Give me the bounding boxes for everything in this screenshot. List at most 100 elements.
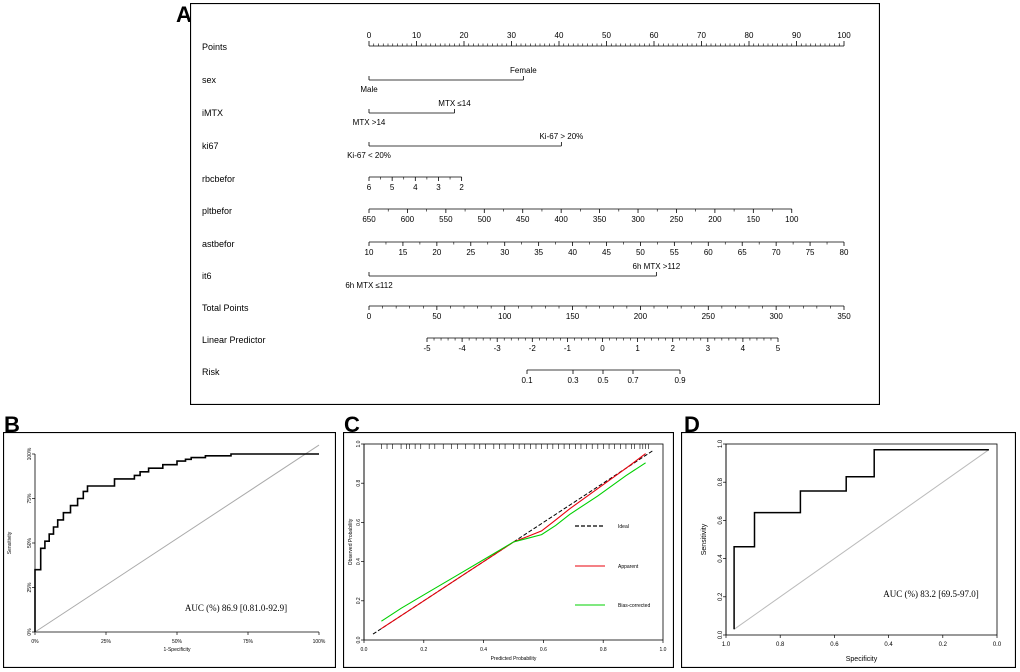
- c-series-apparent: [381, 453, 646, 630]
- linear-predictor-tick-label-7: 2: [670, 344, 675, 353]
- c-x-label: Predicted Probability: [491, 656, 537, 662]
- rbc-tick-label-1: 5: [390, 183, 395, 192]
- risk-tick-label-1: 0.3: [567, 376, 579, 385]
- nomogram-cont-tick-label-5-8: 250: [670, 215, 684, 224]
- linear-predictor-tick-label-8: 3: [706, 344, 711, 353]
- nomogram-cont-tick-label-6-14: 80: [840, 248, 849, 257]
- b-reference-line: [34, 444, 320, 633]
- b-y-label: Sensitivity: [7, 531, 13, 554]
- nomogram-cont-tick-label-6-0: 10: [365, 248, 374, 257]
- nomogram-cont-tick-label-5-7: 300: [631, 215, 645, 224]
- c-y-tick-label-5: 1.0: [356, 440, 362, 447]
- b-x-tick-label-2: 50%: [172, 639, 183, 645]
- b-x-tick-label-4: 100%: [313, 639, 326, 645]
- nomogram-cont-tick-label-6-2: 20: [432, 248, 441, 257]
- b-auc-annotation: AUC (%) 86.9 [0.81.0-92.9]: [185, 603, 287, 613]
- nomogram-label-1: sex: [202, 75, 217, 85]
- panel-c-letter: C: [344, 412, 360, 437]
- c-legend-label-1: Apparent: [618, 564, 639, 570]
- total-points-tick-label-4: 200: [634, 312, 648, 321]
- c-x-tick-label-3: 0.6: [540, 647, 547, 653]
- panel-a-letter: A: [176, 2, 192, 27]
- nomogram-cont-tick-label-6-12: 70: [772, 248, 781, 257]
- nomogram-cont-tick-label-6-5: 35: [534, 248, 543, 257]
- nomogram-chart: Points sex iMTX ki67 rbcbefor pltbefor astbefo…: [190, 3, 880, 405]
- total-points-tick-label-1: 50: [432, 312, 441, 321]
- linear-predictor-tick-label-0: -5: [423, 344, 431, 353]
- d-y-tick-label-4: 0.8: [718, 477, 724, 486]
- calibration-chart-c: 0.0 0.2 0.4 0.6 0.8 1.0 0.0 0.2 0.4 0.6 0.8 1.0 Pred…: [343, 432, 674, 668]
- points-tick-label-2: 20: [460, 31, 469, 40]
- linear-predictor-tick-label-1: -4: [459, 344, 467, 353]
- d-x-tick-label-4: 0.2: [939, 642, 948, 648]
- nomogram-cont-tick-label-5-5: 400: [554, 215, 568, 224]
- d-x-tick-label-2: 0.6: [830, 642, 839, 648]
- rbc-tick-label-0: 6: [367, 183, 372, 192]
- c-y-tick-label-1: 0.2: [356, 597, 362, 604]
- nomogram-option-low-7: 6h MTX ≤112: [345, 281, 393, 290]
- nomogram-cont-tick-label-5-9: 200: [708, 215, 722, 224]
- b-x-tick-label-0: 0%: [31, 639, 39, 645]
- rbc-tick-label-3: 3: [436, 183, 441, 192]
- d-y-tick-label-0: 0.0: [718, 630, 724, 639]
- c-y-tick-label-2: 0.4: [356, 558, 362, 565]
- nomogram-label-5: pltbefor: [202, 206, 232, 216]
- b-x-tick-label-3: 75%: [243, 639, 254, 645]
- panel-b-letter: B: [4, 412, 20, 437]
- d-x-tick-label-0: 1.0: [722, 642, 731, 648]
- d-roc-curve: [733, 448, 989, 630]
- nomogram-option-low-1: Male: [360, 85, 378, 94]
- d-y-tick-label-1: 0.2: [718, 592, 724, 601]
- points-tick-label-1: 10: [412, 31, 421, 40]
- risk-tick-label-4: 0.9: [674, 376, 686, 385]
- nomogram-cont-tick-label-5-2: 550: [439, 215, 453, 224]
- c-y-tick-label-4: 0.8: [356, 480, 362, 487]
- d-y-tick-label-5: 1.0: [718, 439, 724, 448]
- nomogram-option-low-3: Ki-67 < 20%: [347, 151, 391, 160]
- total-points-tick-label-0: 0: [367, 312, 372, 321]
- total-points-tick-label-6: 300: [769, 312, 783, 321]
- nomogram-label-4: rbcbefor: [202, 174, 235, 184]
- nomogram-cont-tick-label-5-6: 350: [593, 215, 607, 224]
- c-x-tick-label-0: 0.0: [361, 647, 368, 653]
- b-y-tick-label-4: 100%: [27, 447, 33, 460]
- total-points-tick-label-5: 250: [702, 312, 716, 321]
- nomogram-cont-tick-label-6-6: 40: [568, 248, 577, 257]
- nomogram-option-high-7: 6h MTX >112: [633, 262, 681, 271]
- points-tick-label-5: 50: [602, 31, 611, 40]
- d-plot-frame: [725, 443, 998, 636]
- nomogram-label-8: Total Points: [202, 303, 249, 313]
- b-x-tick-label-1: 25%: [101, 639, 112, 645]
- nomogram-label-6: astbefor: [202, 239, 235, 249]
- nomogram-cont-tick-label-5-1: 600: [401, 215, 415, 224]
- b-y-tick-label-1: 25%: [27, 582, 33, 593]
- c-x-tick-label-2: 0.4: [480, 647, 487, 653]
- c-x-tick-label-4: 0.8: [600, 647, 607, 653]
- points-tick-label-6: 60: [650, 31, 659, 40]
- c-x-tick-label-1: 0.2: [420, 647, 427, 653]
- b-roc-curve: [34, 453, 319, 632]
- points-tick-label-3: 30: [507, 31, 516, 40]
- d-x-tick-label-5: 0.0: [993, 642, 1002, 648]
- linear-predictor-tick-label-10: 5: [776, 344, 781, 353]
- b-y-tick-label-2: 50%: [27, 537, 33, 548]
- linear-predictor-tick-label-2: -3: [494, 344, 502, 353]
- points-tick-label-9: 90: [792, 31, 801, 40]
- nomogram-cont-tick-label-6-13: 75: [806, 248, 815, 257]
- nomogram-cont-tick-label-5-11: 100: [785, 215, 799, 224]
- nomogram-label-3: ki67: [202, 141, 219, 151]
- d-auc-annotation: AUC (%) 83.2 [69.5-97.0]: [883, 589, 978, 599]
- nomogram-cont-tick-label-5-4: 450: [516, 215, 530, 224]
- nomogram-cont-tick-label-6-3: 25: [466, 248, 475, 257]
- nomogram-cont-tick-label-5-3: 500: [478, 215, 492, 224]
- nomogram-label-0: Points: [202, 42, 228, 52]
- nomogram-cont-tick-label-5-0: 650: [362, 215, 376, 224]
- d-x-label: Specificity: [846, 656, 878, 663]
- b-y-tick-label-0: 0%: [27, 628, 33, 636]
- nomogram-label-2: iMTX: [202, 108, 223, 118]
- d-x-tick-label-1: 0.8: [776, 642, 785, 648]
- nomogram-option-low-2: MTX >14: [353, 118, 386, 127]
- c-y-label: Observed Probability: [348, 518, 354, 565]
- nomogram-cont-tick-label-6-10: 60: [704, 248, 713, 257]
- c-legend-label-2: Bias-corrected: [618, 603, 650, 609]
